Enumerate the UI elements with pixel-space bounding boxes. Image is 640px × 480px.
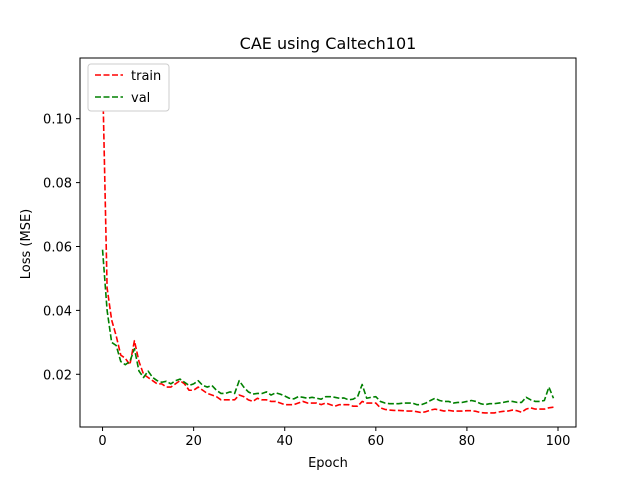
plot-frame xyxy=(79,57,577,428)
x-tick-label: 20 xyxy=(185,434,202,449)
y-tick-label: 0.02 xyxy=(43,368,72,383)
y-tick-label: 0.06 xyxy=(43,240,72,255)
series-line-train xyxy=(101,73,554,414)
y-tick-label: 0.10 xyxy=(43,113,72,128)
y-tick-label: 0.04 xyxy=(43,304,72,319)
chart-title: CAE using Caltech101 xyxy=(240,34,417,53)
x-tick-label: 0 xyxy=(98,434,106,449)
y-axis-label: Loss (MSE) xyxy=(19,209,34,279)
series-line-val xyxy=(101,249,555,406)
series-layer xyxy=(101,73,555,414)
legend-val-label: val xyxy=(131,91,150,106)
y-axis-ticks: 0.02 0.04 0.06 0.08 0.10 xyxy=(43,113,80,383)
x-tick-label: 40 xyxy=(276,434,293,449)
x-tick-label: 100 xyxy=(546,434,571,449)
x-axis-ticks: 0 20 40 60 80 100 xyxy=(98,427,570,449)
x-axis-label: Epoch xyxy=(308,456,348,471)
y-tick-label: 0.08 xyxy=(43,177,72,192)
legend-train-label: train xyxy=(131,69,161,84)
plot-area: 0 20 40 60 80 100 0.02 0.04 0.06 0.08 0.10 xyxy=(43,57,577,449)
x-tick-label: 60 xyxy=(368,434,385,449)
legend: train val xyxy=(87,63,170,112)
x-tick-label: 80 xyxy=(459,434,476,449)
